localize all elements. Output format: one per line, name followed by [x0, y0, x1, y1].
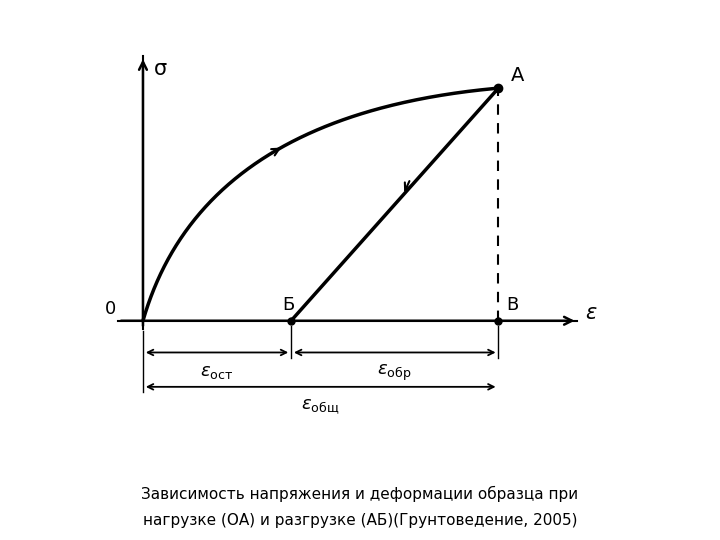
Text: Б: Б	[282, 296, 294, 314]
Text: А: А	[510, 66, 524, 85]
Text: ε: ε	[585, 303, 596, 323]
Text: нагрузке (ОА) и разгрузке (АБ)(Грунтоведение, 2005): нагрузке (ОА) и разгрузке (АБ)(Грунтовед…	[143, 513, 577, 528]
Text: $\varepsilon_{\mathregular{общ}}$: $\varepsilon_{\mathregular{общ}}$	[302, 397, 340, 416]
Text: $\varepsilon_{\mathregular{обр}}$: $\varepsilon_{\mathregular{обр}}$	[377, 363, 412, 383]
Text: В: В	[506, 296, 518, 314]
Text: σ: σ	[154, 59, 167, 79]
Text: 0: 0	[105, 300, 117, 318]
Text: $\varepsilon_{\mathregular{ост}}$: $\varepsilon_{\mathregular{ост}}$	[200, 363, 234, 381]
Text: Зависимость напряжения и деформации образца при: Зависимость напряжения и деформации обра…	[141, 486, 579, 502]
